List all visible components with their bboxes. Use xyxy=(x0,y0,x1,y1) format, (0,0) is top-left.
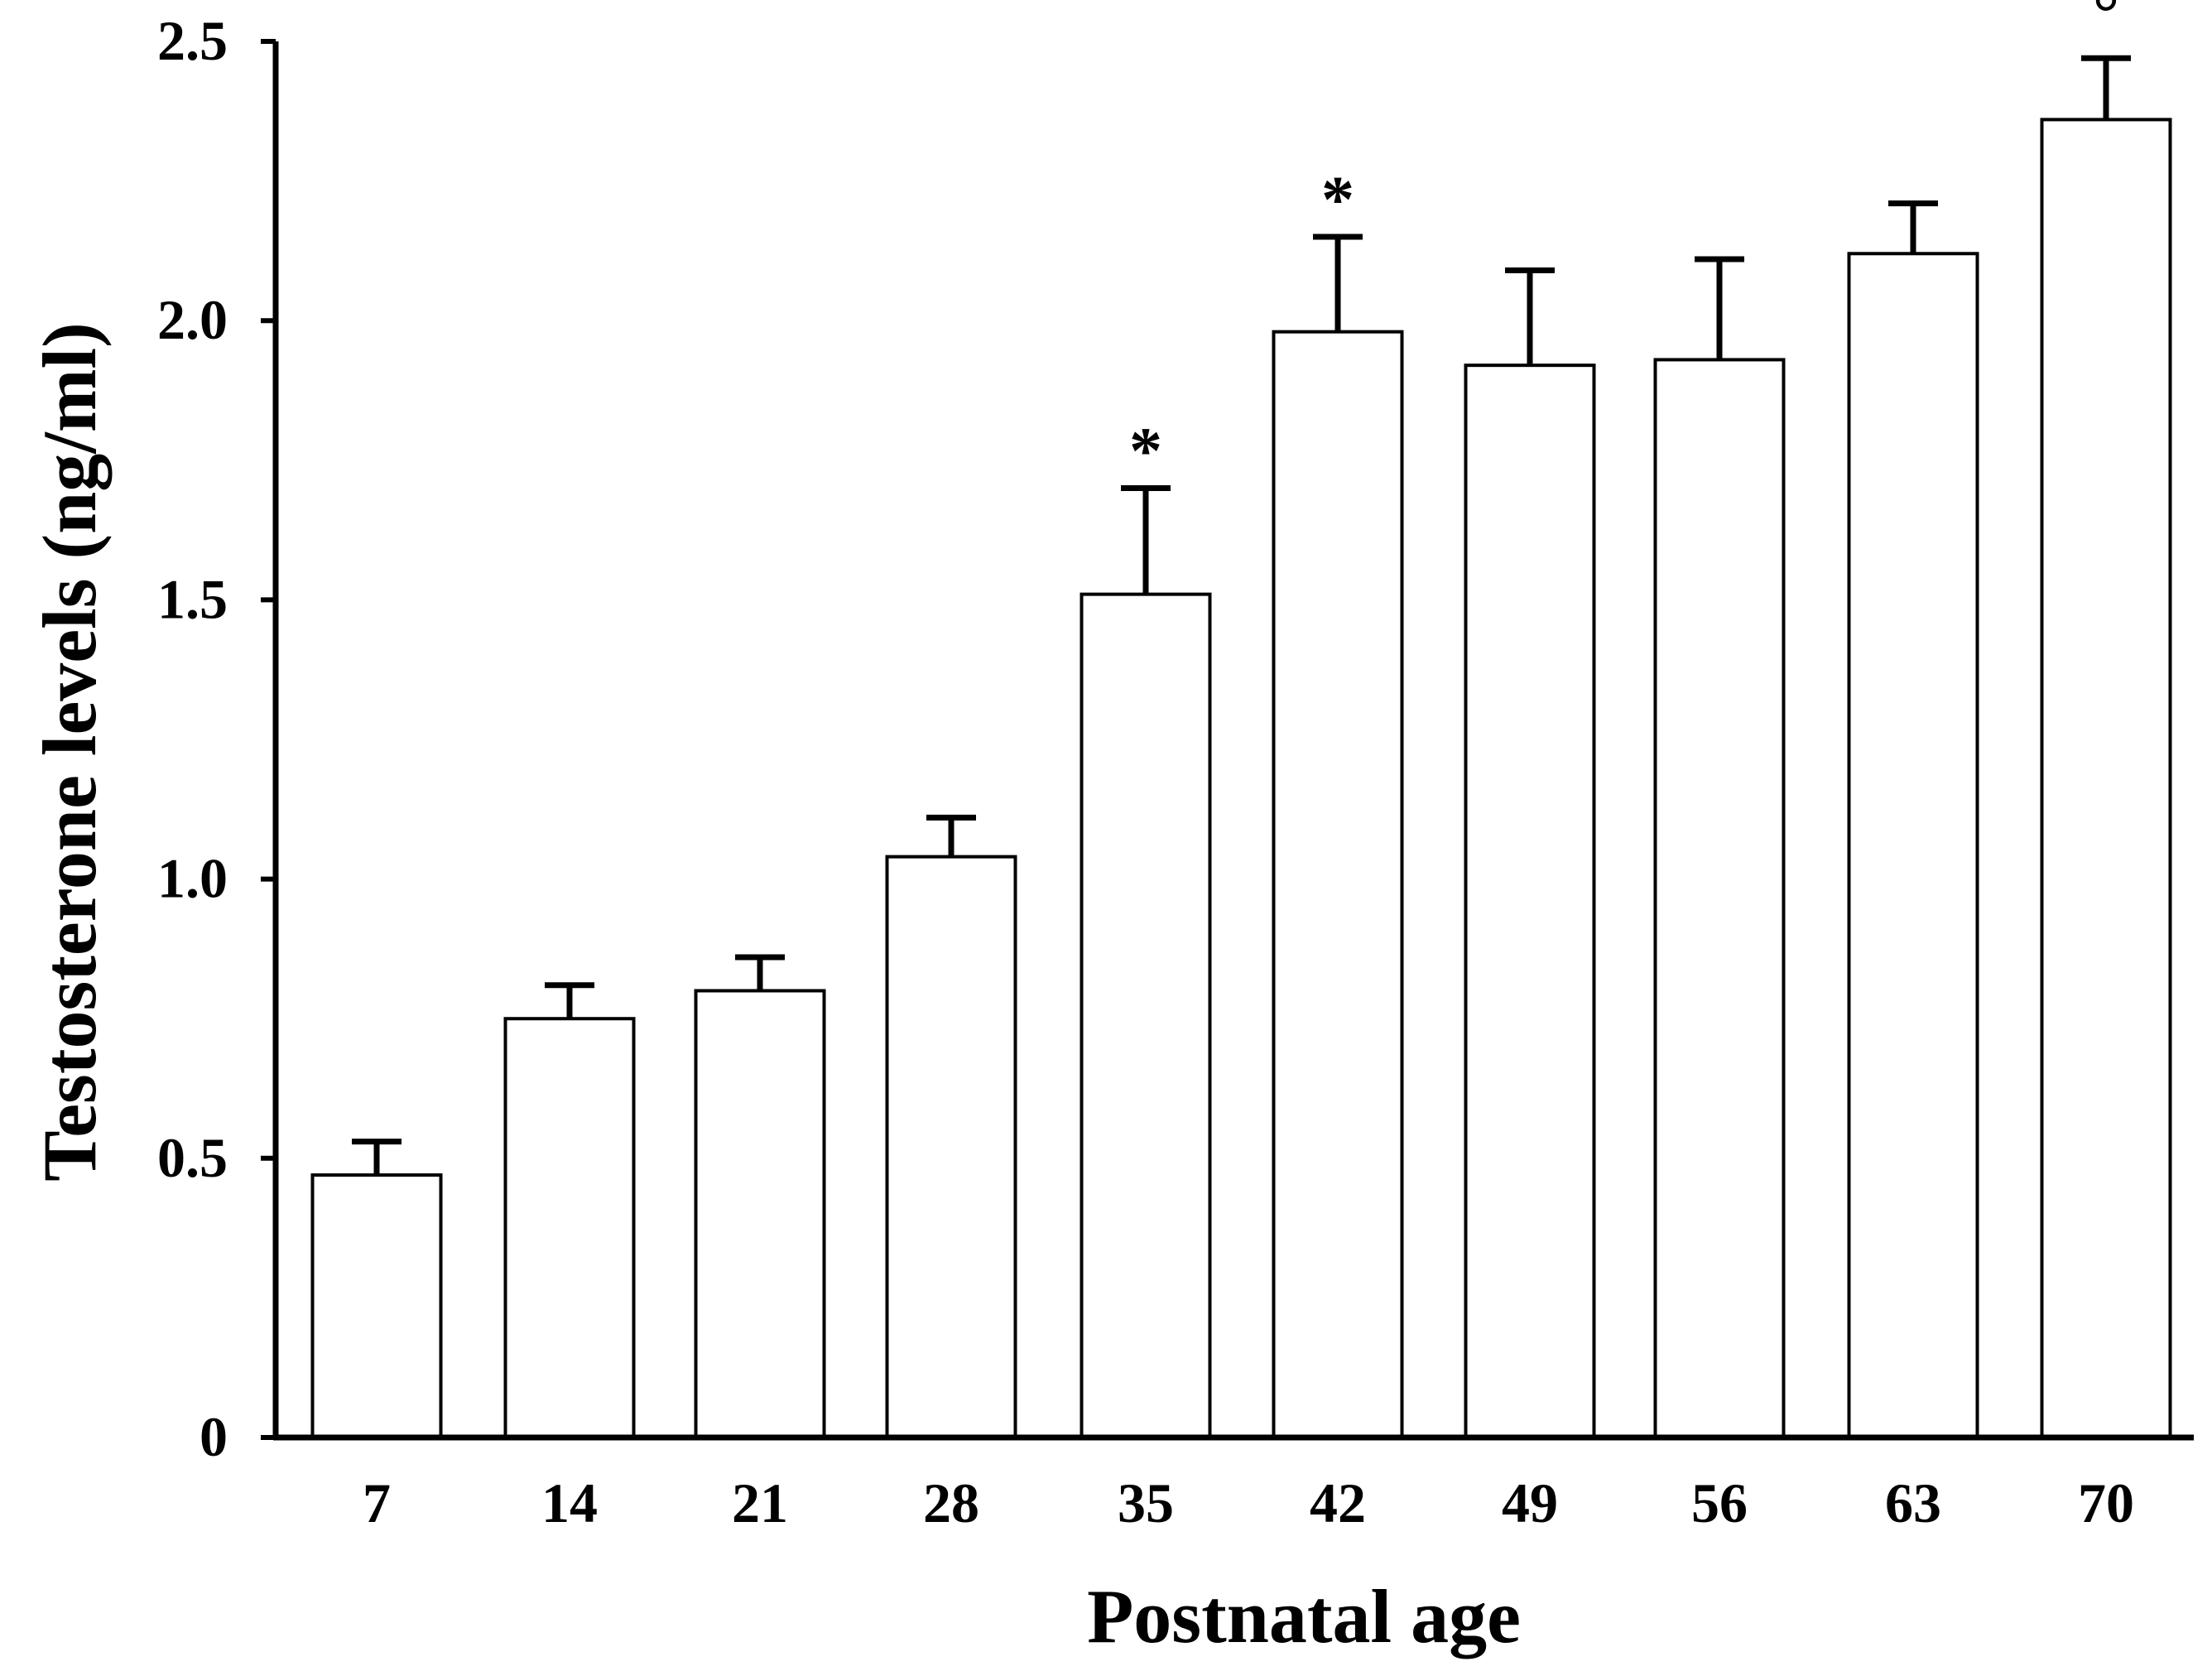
bar xyxy=(885,855,1017,1439)
x-tick-label: 63 xyxy=(1885,1471,1941,1534)
y-ticks-group: 0 0.5 1.0 1.5 2.0 2.5 xyxy=(157,9,276,1468)
bars-group xyxy=(310,118,2172,1440)
x-tick-label: 49 xyxy=(1502,1471,1558,1534)
bar xyxy=(1080,592,1212,1439)
significance-marker: ° xyxy=(2093,0,2119,50)
y-axis-label: Testosterone levels (ng/ml) xyxy=(27,322,112,1181)
error-bars-group xyxy=(352,55,2131,1176)
y-tick-label: 1.5 xyxy=(157,567,228,630)
bar xyxy=(1653,358,1786,1440)
x-tick-label: 35 xyxy=(1118,1471,1174,1534)
bar xyxy=(1464,364,1596,1440)
bar xyxy=(1847,252,1979,1440)
y-tick-label: 2.0 xyxy=(157,288,228,351)
y-tick-label: 0.5 xyxy=(157,1126,228,1189)
bar xyxy=(310,1173,443,1439)
significance-marker: * xyxy=(1129,416,1162,489)
x-tick-label: 70 xyxy=(2078,1471,2134,1534)
x-tick-label: 28 xyxy=(923,1471,979,1534)
x-tick-label: 7 xyxy=(363,1471,391,1534)
x-tick-label: 42 xyxy=(1310,1471,1366,1534)
x-tick-label: 56 xyxy=(1691,1471,1748,1534)
bar xyxy=(694,989,826,1439)
bar xyxy=(2040,118,2172,1439)
bar xyxy=(1272,330,1404,1439)
significance-marker: * xyxy=(1321,164,1354,237)
bar xyxy=(503,1017,636,1439)
x-axis-label: Postnatal age xyxy=(1087,1574,1521,1659)
x-tick-label: 21 xyxy=(732,1471,788,1534)
y-tick-label: 1.0 xyxy=(157,847,228,910)
y-tick-label: 0 xyxy=(200,1405,228,1468)
annotations-group: * * ° xyxy=(1129,0,2119,489)
x-ticks-group: 7 14 21 28 35 42 49 56 63 70 xyxy=(363,1471,2134,1534)
y-tick-label: 2.5 xyxy=(157,9,228,72)
axes-group xyxy=(272,41,2194,1441)
x-tick-label: 14 xyxy=(541,1471,598,1534)
